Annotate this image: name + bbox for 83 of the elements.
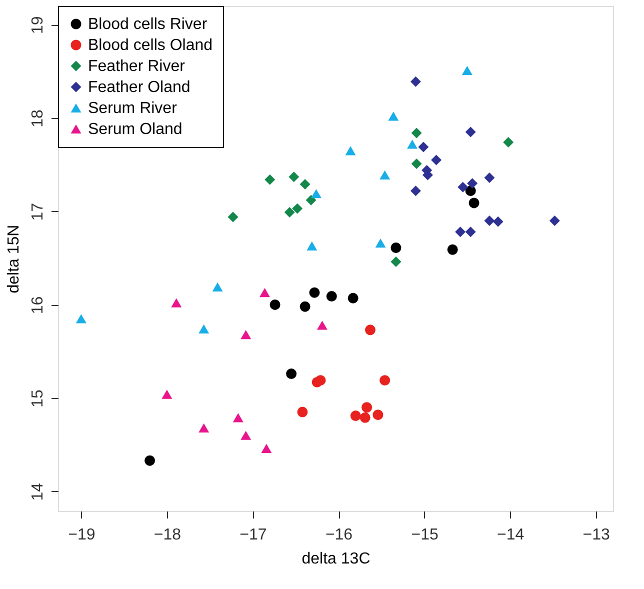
x-tick-label: −14	[496, 526, 524, 544]
point	[492, 216, 504, 227]
point	[198, 324, 210, 334]
y-tick-label: 15	[30, 390, 46, 408]
point	[455, 226, 466, 238]
point	[162, 390, 172, 399]
point	[462, 66, 472, 75]
point	[390, 242, 402, 253]
point	[362, 402, 372, 413]
point	[261, 444, 272, 453]
point	[315, 375, 326, 386]
point	[228, 212, 238, 222]
point	[326, 291, 337, 302]
legend-label: Serum Oland	[88, 121, 182, 138]
point	[380, 375, 390, 386]
point	[300, 179, 310, 190]
x-tick-label: −17	[240, 526, 267, 544]
legend-label: Blood cells River	[88, 16, 208, 33]
y-tick-label: 19	[30, 16, 46, 34]
point	[360, 412, 370, 423]
x-axis-title: delta 13C	[302, 550, 370, 568]
point	[297, 406, 308, 418]
point	[144, 455, 156, 466]
point	[288, 172, 300, 182]
point	[198, 423, 210, 432]
point	[467, 178, 478, 189]
point	[76, 314, 86, 324]
point	[411, 158, 422, 169]
point	[306, 194, 316, 206]
point	[458, 182, 468, 192]
point	[468, 198, 480, 208]
point	[171, 298, 182, 308]
point	[364, 324, 376, 336]
point	[310, 189, 322, 198]
point	[270, 299, 280, 310]
point	[380, 170, 390, 180]
point	[348, 292, 358, 304]
x-tick-label: −16	[325, 526, 353, 544]
point	[411, 128, 422, 138]
point	[259, 288, 270, 298]
legend-label: Feather Oland	[88, 79, 190, 96]
point	[232, 413, 244, 422]
y-tick-label: 14	[30, 482, 46, 501]
point	[240, 330, 252, 340]
point	[407, 140, 418, 149]
legend-label: Feather River	[88, 58, 186, 75]
point	[264, 174, 276, 185]
point	[418, 142, 429, 152]
point	[484, 172, 495, 183]
point	[503, 137, 514, 148]
point	[447, 244, 458, 255]
point	[286, 368, 297, 380]
y-tick-label: 17	[30, 202, 46, 221]
point	[316, 320, 328, 330]
point	[345, 146, 356, 156]
y-tick-label: 18	[30, 110, 46, 128]
x-tick-label: −13	[582, 526, 610, 544]
point	[372, 410, 384, 420]
point	[284, 207, 295, 218]
point	[410, 76, 421, 87]
point	[431, 154, 442, 166]
point	[292, 203, 303, 214]
point	[212, 282, 223, 292]
point	[350, 410, 361, 422]
point	[388, 112, 399, 121]
y-axis-title: delta 15N	[6, 224, 22, 294]
point	[465, 126, 476, 138]
point	[390, 256, 402, 268]
x-tick-label: −19	[68, 526, 96, 544]
point	[549, 215, 560, 226]
point	[300, 301, 310, 312]
y-tick-label: 16	[30, 296, 46, 314]
point	[465, 226, 476, 238]
point	[484, 215, 495, 226]
x-tick-label: −18	[154, 526, 182, 544]
point	[375, 238, 386, 248]
point	[240, 430, 252, 440]
legend-label: Serum River	[88, 100, 178, 117]
point	[309, 287, 320, 298]
point	[410, 186, 421, 196]
x-tick-label: −15	[411, 526, 438, 544]
legend-label: Blood cells Oland	[88, 37, 213, 54]
point	[306, 241, 318, 250]
